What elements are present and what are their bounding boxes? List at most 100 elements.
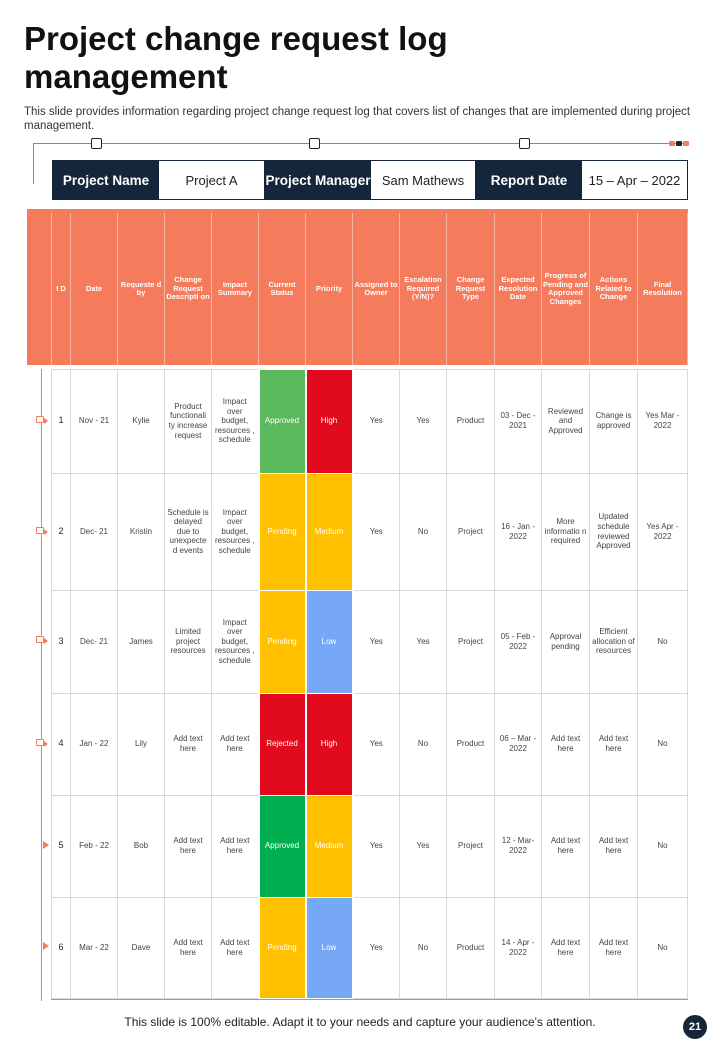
cell-id: 3 — [51, 589, 71, 694]
cell-date: Jan - 22 — [70, 692, 118, 796]
cell-description: Add text here — [164, 692, 212, 796]
header-rail-line — [33, 143, 685, 144]
cell-description: Add text here — [164, 794, 212, 898]
column-header: Change Request Descripti on — [164, 213, 212, 365]
cell-owner: Yes — [352, 472, 400, 591]
page-number-badge: 21 — [683, 1015, 707, 1039]
project-info-bar: Project Name Project A Project Manager S… — [52, 160, 688, 200]
table-row: 3 Dec- 21 James Limited project resource… — [51, 589, 688, 694]
cell-owner: Yes — [352, 368, 400, 474]
row-marker-icon — [36, 527, 48, 535]
table-row: 5 Feb - 22 Bob Add text here Add text he… — [51, 794, 688, 898]
cell-actions: Add text here — [589, 692, 638, 796]
cell-id: 4 — [51, 692, 71, 796]
cell-impact: Impact over budget, resources , schedule — [211, 368, 259, 474]
rail-checkbox-icon — [519, 138, 530, 149]
cell-expected-date: 14 - Apr - 2022 — [494, 896, 542, 999]
header-rail-drop — [33, 143, 34, 184]
status-badge: Approved — [257, 368, 307, 474]
column-header: Date — [70, 213, 118, 365]
cell-actions: Add text here — [589, 794, 638, 898]
cell-progress: More informatio n required — [541, 472, 590, 591]
cell-impact: Add text here — [211, 896, 259, 999]
cell-date: Feb - 22 — [70, 794, 118, 898]
cell-type: Project — [446, 589, 495, 694]
status-badge: Pending — [257, 896, 307, 999]
project-manager-value: Sam Mathews — [371, 161, 476, 199]
cell-description: Product functionali ty increase request — [164, 368, 212, 474]
cell-impact: Impact over budget, resources , schedule — [211, 589, 259, 694]
column-header: Final Resolution — [637, 213, 688, 365]
rail-dot-icon — [669, 141, 675, 146]
cell-date: Dec- 21 — [70, 472, 118, 591]
footer-note: This slide is 100% editable. Adapt it to… — [124, 1015, 596, 1029]
cell-description: Schedule is delayed due to unexpecte d e… — [164, 472, 212, 591]
cell-actions: Change is approved — [589, 368, 638, 474]
cell-expected-date: 06 – Mar - 2022 — [494, 692, 542, 796]
priority-badge: Low — [304, 896, 354, 999]
rail-checkbox-icon — [309, 138, 320, 149]
report-date-value: 15 – Apr – 2022 — [582, 161, 687, 199]
cell-escalation: Yes — [399, 794, 447, 898]
row-marker-icon — [36, 416, 48, 424]
report-date-label: Report Date — [476, 161, 582, 199]
rail-dot-icon — [683, 141, 689, 146]
column-header: Progress of Pending and Approved Changes — [541, 213, 590, 365]
cell-owner: Yes — [352, 794, 400, 898]
cell-final-resolution: Yes Mar - 2022 — [637, 368, 688, 474]
column-header: Priority — [305, 213, 353, 365]
column-header: Current Status — [258, 213, 306, 365]
table-row: 6 Mar - 22 Dave Add text here Add text h… — [51, 896, 688, 999]
cell-progress: Add text here — [541, 692, 590, 796]
cell-type: Project — [446, 794, 495, 898]
cell-type: Product — [446, 368, 495, 474]
cell-final-resolution: Yes Apr - 2022 — [637, 472, 688, 591]
cell-impact: Add text here — [211, 692, 259, 796]
cell-progress: Approval pending — [541, 589, 590, 694]
cell-requested-by: Lily — [117, 692, 165, 796]
cell-escalation: No — [399, 692, 447, 796]
timeline-line — [41, 369, 42, 1001]
project-name-label: Project Name — [53, 161, 159, 199]
cell-impact: Impact over budget, resources , schedule — [211, 472, 259, 591]
cell-date: Nov - 21 — [70, 368, 118, 474]
cell-owner: Yes — [352, 589, 400, 694]
table-bottom-line — [51, 998, 688, 1000]
column-header: Change Request Type — [446, 213, 495, 365]
table-row: 2 Dec- 21 Kristin Schedule is delayed du… — [51, 472, 688, 591]
row-arrow-icon — [43, 841, 49, 849]
priority-badge: High — [304, 692, 354, 796]
page-title: Project change request log management — [24, 20, 448, 95]
column-header: Impact Summary — [211, 213, 259, 365]
cell-escalation: Yes — [399, 589, 447, 694]
cell-requested-by: Bob — [117, 794, 165, 898]
cell-expected-date: 03 - Dec - 2021 — [494, 368, 542, 474]
cell-escalation: Yes — [399, 368, 447, 474]
cell-requested-by: Kristin — [117, 472, 165, 591]
cell-requested-by: Dave — [117, 896, 165, 999]
cell-escalation: No — [399, 896, 447, 999]
change-log-table-area: I D Date Requeste d by Change Request De… — [27, 209, 688, 1001]
cell-type: Product — [446, 692, 495, 796]
cell-id: 2 — [51, 472, 71, 591]
cell-final-resolution: No — [637, 896, 688, 999]
table-row: 4 Jan - 22 Lily Add text here Add text h… — [51, 692, 688, 796]
cell-impact: Add text here — [211, 794, 259, 898]
cell-requested-by: James — [117, 589, 165, 694]
column-header: I D — [51, 213, 71, 365]
priority-badge: Medium — [304, 472, 354, 591]
cell-requested-by: Kylie — [117, 368, 165, 474]
cell-final-resolution: No — [637, 589, 688, 694]
cell-id: 6 — [51, 896, 71, 999]
table-header-row: I D Date Requeste d by Change Request De… — [51, 213, 688, 365]
cell-actions: Add text here — [589, 896, 638, 999]
status-badge: Approved — [257, 794, 307, 898]
cell-expected-date: 12 - Mar- 2022 — [494, 794, 542, 898]
column-header: Requeste d by — [117, 213, 165, 365]
priority-badge: Medium — [304, 794, 354, 898]
cell-owner: Yes — [352, 896, 400, 999]
column-header: Escalation Required (Y/N)? — [399, 213, 447, 365]
project-manager-label: Project Manager — [265, 161, 371, 199]
column-header: Assigned to Owner — [352, 213, 400, 365]
cell-progress: Reviewed and Approved — [541, 368, 590, 474]
